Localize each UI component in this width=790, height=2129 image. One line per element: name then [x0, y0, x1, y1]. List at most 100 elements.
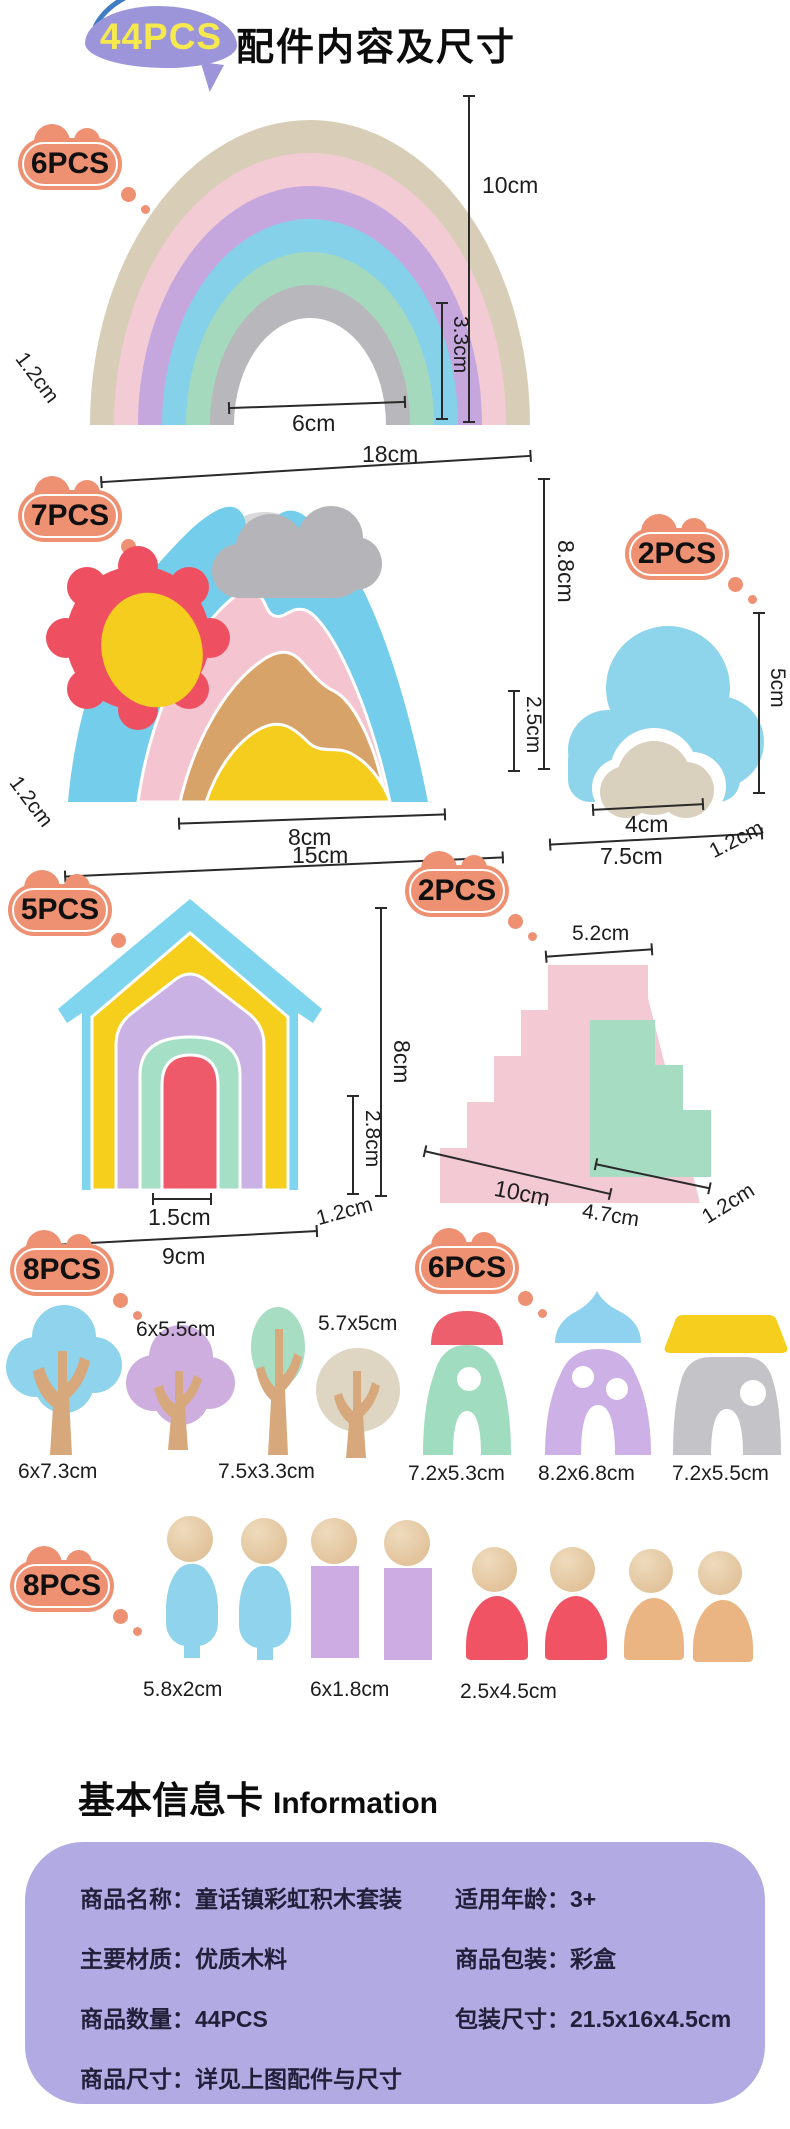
cloud-nesting-diagram — [568, 626, 764, 820]
count-label: 8PCS — [22, 1253, 102, 1286]
dim-rainbow-band: 3.3cm — [449, 316, 472, 374]
green-tree — [251, 1307, 305, 1455]
info-card: 商品名称：童话镇彩虹积木套装 适用年龄：3+ 主要材质：优质木料 商品包装：彩盒… — [25, 1842, 765, 2104]
dim-mountain-inner: 8cm — [288, 824, 332, 850]
dim-line-cloud-height — [753, 612, 765, 794]
count-label: 6PCS — [30, 147, 110, 180]
mountain-stack-diagram — [46, 506, 428, 804]
dim-rainbow-height: 10cm — [482, 172, 539, 198]
sun-piece — [46, 546, 230, 730]
info-row-left: 商品数量：44PCS — [80, 2006, 268, 2032]
red-body — [545, 1596, 607, 1660]
red-dome-roof — [431, 1311, 503, 1345]
house-count-bubble: 5PCS — [8, 870, 140, 960]
info-title-en: Information — [273, 1787, 438, 1820]
beige-tree — [316, 1348, 400, 1458]
info-row-left: 主要材质：优质木料 — [80, 1946, 287, 1972]
gray-cloud-piece — [212, 506, 382, 599]
dim-line-house-inner — [152, 1193, 212, 1205]
thought-dot — [111, 933, 126, 948]
thought-dot — [508, 914, 523, 929]
trees-count-bubble: 8PCS — [10, 1230, 142, 1320]
info-row-right: 商品包装：彩盒 — [455, 1946, 616, 1972]
stairs-count-bubble: 2PCS — [405, 851, 537, 941]
count-label: 2PCS — [417, 874, 497, 907]
tower-hole — [572, 1366, 594, 1388]
purple-tree — [126, 1325, 235, 1450]
tower-hole — [606, 1378, 628, 1400]
rainbow-count-bubble: 6PCS — [18, 124, 150, 214]
count-label: 2PCS — [637, 537, 717, 570]
dim-house-total: 9cm — [162, 1243, 206, 1269]
size-purple-tower: 8.2x6.8cm — [538, 1462, 635, 1485]
badge-tail — [200, 62, 224, 92]
cloudpiece-count-bubble: 2PCS — [625, 514, 757, 604]
dim-house-band: 2.8cm — [361, 1110, 384, 1168]
size-gray-tower: 7.2x5.5cm — [672, 1462, 769, 1485]
dim-line-rainbow-height — [463, 95, 475, 423]
blue-body — [239, 1566, 291, 1648]
info-row: 主要材质：优质木料 商品包装：彩盒 — [80, 1940, 616, 1974]
towers-diagram — [423, 1291, 788, 1455]
thought-dot — [113, 1293, 128, 1308]
house-stack-diagram — [58, 899, 322, 1192]
thought-dot — [538, 1309, 547, 1318]
size-beige-tree: 5.7x5cm — [318, 1312, 398, 1335]
thought-dot — [141, 205, 150, 214]
tan-body — [624, 1598, 684, 1660]
tan-body — [693, 1600, 753, 1662]
dim-line-rainbow-band — [436, 302, 448, 420]
wooden-head — [384, 1520, 430, 1566]
piece-count-badge: 44PCS — [85, 6, 237, 68]
blue-onion-dome — [555, 1291, 641, 1343]
tower-hole — [740, 1380, 766, 1406]
red-body — [466, 1596, 528, 1660]
people-count-bubble: 8PCS — [10, 1546, 142, 1636]
info-title-zh: 基本信息卡 — [78, 1780, 263, 1821]
wooden-head — [698, 1551, 742, 1595]
mountain-layer-yellow — [203, 722, 392, 804]
dim-mountain-height: 8.8cm — [553, 540, 579, 603]
wooden-head — [167, 1516, 213, 1562]
purple-body — [311, 1566, 359, 1658]
yellow-roof — [664, 1315, 788, 1353]
wooden-head — [629, 1549, 673, 1593]
dim-cloud-total: 7.5cm — [600, 843, 663, 869]
mint-staircase — [590, 1020, 711, 1177]
size-green-tree: 7.5x3.3cm — [218, 1460, 315, 1483]
size-purple-figures: 6x1.8cm — [310, 1678, 390, 1701]
house-layer-red — [160, 1053, 220, 1192]
dim-house-inner: 1.5cm — [148, 1204, 211, 1230]
thought-dot — [528, 932, 537, 941]
thought-dot — [113, 1609, 128, 1624]
dim-mountain-band: 2.5cm — [522, 696, 545, 754]
gray-tower — [664, 1315, 788, 1455]
info-row: 商品名称：童话镇彩虹积木套装 适用年龄：3+ — [80, 1880, 596, 1914]
size-mint-tower: 7.2x5.3cm — [408, 1462, 505, 1485]
dim-line-mountain-inner — [178, 813, 446, 825]
towers-count-bubble: 6PCS — [415, 1228, 547, 1318]
thought-dot — [748, 595, 757, 604]
blue-tree — [6, 1305, 122, 1455]
info-row-right: 包装尺寸：21.5x16x4.5cm — [455, 2006, 732, 2032]
dim-line-mountain-band — [508, 690, 520, 772]
info-row: 商品数量：44PCS 包装尺寸：21.5x16x4.5cm — [80, 2000, 731, 2034]
count-label: 5PCS — [20, 893, 100, 926]
dim-cloud-inner: 4cm — [625, 811, 669, 837]
rainbow-stack-diagram — [90, 120, 530, 425]
badge-count-text: 44PCS — [99, 16, 223, 57]
count-label: 8PCS — [22, 1569, 102, 1602]
purple-body — [384, 1568, 432, 1660]
wooden-head — [241, 1518, 287, 1564]
dim-mountain-total: 15cm — [292, 842, 349, 868]
stairs-diagram — [440, 965, 711, 1203]
wooden-head — [311, 1518, 357, 1564]
mountain-count-bubble: 7PCS — [18, 476, 150, 566]
size-blue-tree: 6x7.3cm — [18, 1460, 98, 1483]
dim-cloud-thickness: 1.2cm — [705, 816, 768, 863]
size-blue-figures: 5.8x2cm — [143, 1678, 223, 1701]
dim-line-house-band — [347, 1095, 359, 1195]
count-label: 6PCS — [427, 1251, 507, 1284]
trees-diagram — [6, 1305, 400, 1458]
